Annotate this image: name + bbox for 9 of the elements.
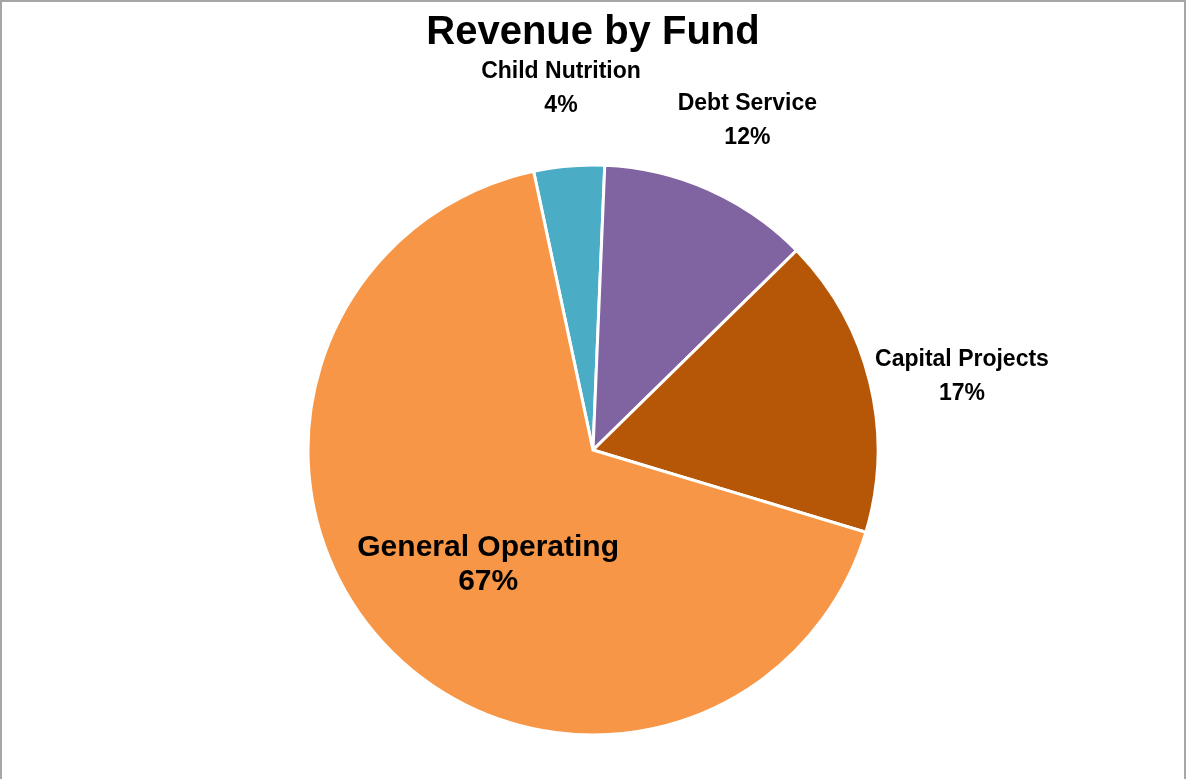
data-label: 4% (544, 91, 578, 118)
data-label: 17% (938, 379, 985, 406)
slice-label: Child Nutrition (481, 57, 641, 84)
chart-title: Revenue by Fund (426, 8, 760, 53)
slice-label: General Operating (357, 528, 620, 562)
data-label: 12% (724, 122, 771, 149)
slice-label: Capital Projects (875, 345, 1049, 372)
data-label: 67% (458, 562, 519, 596)
slice-label: Debt Service (677, 88, 818, 115)
